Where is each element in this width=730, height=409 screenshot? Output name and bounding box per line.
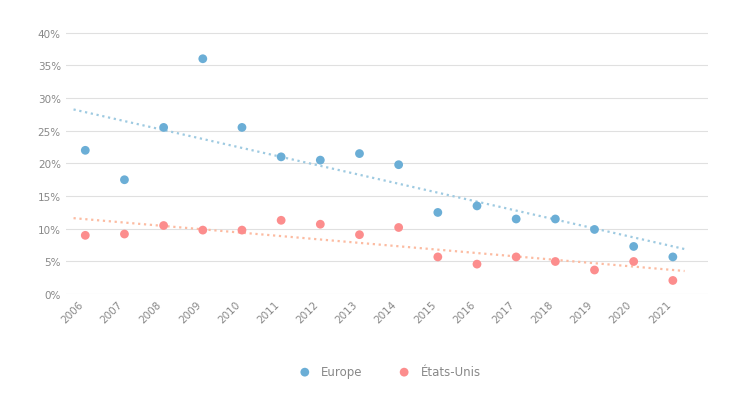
Europe bbox=[432, 210, 444, 216]
États-Unis bbox=[432, 254, 444, 261]
Europe bbox=[510, 216, 522, 223]
États-Unis bbox=[353, 232, 365, 238]
Europe bbox=[471, 203, 483, 210]
États-Unis bbox=[158, 222, 169, 229]
Europe bbox=[550, 216, 561, 223]
États-Unis bbox=[118, 231, 130, 238]
Legend: Europe, États-Unis: Europe, États-Unis bbox=[288, 361, 485, 383]
États-Unis bbox=[471, 261, 483, 268]
États-Unis bbox=[315, 221, 326, 228]
Europe bbox=[315, 157, 326, 164]
États-Unis bbox=[275, 218, 287, 224]
Europe bbox=[628, 244, 639, 250]
États-Unis bbox=[588, 267, 600, 274]
Europe bbox=[80, 148, 91, 154]
Europe bbox=[158, 125, 169, 131]
Europe bbox=[588, 227, 600, 233]
États-Unis bbox=[197, 227, 209, 234]
États-Unis bbox=[550, 258, 561, 265]
Europe bbox=[667, 254, 679, 261]
États-Unis bbox=[667, 277, 679, 284]
États-Unis bbox=[80, 232, 91, 239]
Europe bbox=[353, 151, 365, 157]
États-Unis bbox=[628, 258, 639, 265]
Europe bbox=[393, 162, 404, 169]
États-Unis bbox=[393, 225, 404, 231]
Europe bbox=[275, 154, 287, 161]
États-Unis bbox=[510, 254, 522, 261]
Europe bbox=[197, 56, 209, 63]
Europe bbox=[236, 125, 247, 131]
Europe bbox=[118, 177, 130, 184]
États-Unis bbox=[236, 227, 247, 234]
